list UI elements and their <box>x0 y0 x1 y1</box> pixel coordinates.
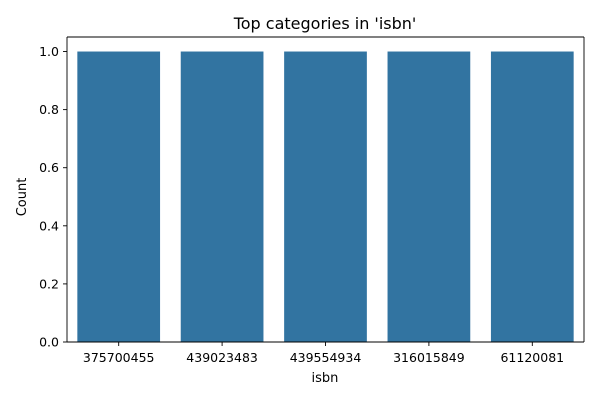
bar-61120081 <box>490 51 574 343</box>
chart-title: Top categories in 'isbn' <box>233 14 417 33</box>
x-tick-label: 61120081 <box>500 350 564 365</box>
y-tick-label: 0.8 <box>39 102 59 117</box>
y-tick-label: 1.0 <box>39 44 59 59</box>
y-tick-label: 0.6 <box>39 160 59 175</box>
bar-375700455 <box>77 51 161 343</box>
y-tick-label: 0.2 <box>39 276 59 291</box>
bar-439023483 <box>180 51 264 343</box>
x-tick-label: 316015849 <box>393 350 465 365</box>
y-tick-label: 0.4 <box>39 218 59 233</box>
bar-439554934 <box>284 51 367 343</box>
x-tick-label: 375700455 <box>83 350 155 365</box>
x-axis: 375700455 439023483 439554934 316015849 6112… <box>67 36 584 365</box>
bars-group <box>77 51 574 343</box>
y-tick-label: 0.0 <box>39 335 59 350</box>
y-axis: 0.0 0.2 0.4 0.6 0.8 1.0 <box>39 37 585 350</box>
x-tick-label: 439023483 <box>186 350 258 365</box>
y-axis-label: Count <box>15 178 30 217</box>
bar-316015849 <box>387 51 471 343</box>
x-axis-label: isbn <box>312 371 339 386</box>
x-tick-label: 439554934 <box>290 350 362 365</box>
